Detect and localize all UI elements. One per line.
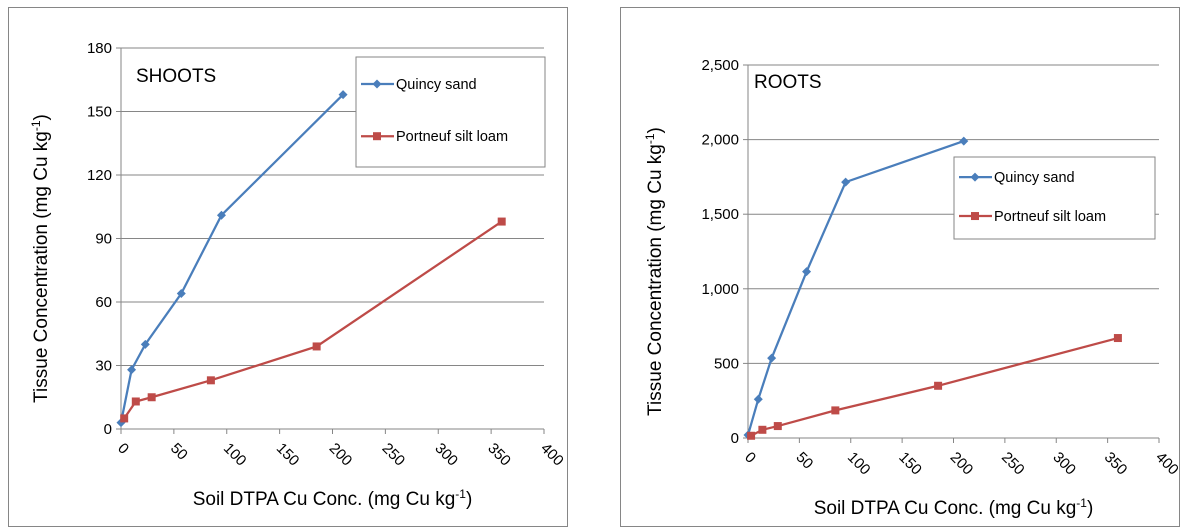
data-point-diamond <box>767 353 777 363</box>
legend-label: Portneuf silt loam <box>994 209 1106 225</box>
data-point-diamond <box>959 136 969 146</box>
x-tick-label: 350 <box>484 440 514 470</box>
series-line-portneuf-silt-loam <box>123 220 503 420</box>
x-axis-label: Soil DTPA Cu Conc. (mg Cu kg-1) <box>193 487 473 510</box>
x-tick-label: 300 <box>1049 449 1079 479</box>
data-point-square <box>312 342 321 351</box>
x-axis-label-main: Soil DTPA Cu Conc. (mg Cu kg <box>814 498 1077 519</box>
legend-marker-diamond <box>372 79 382 89</box>
x-tick-label: 350 <box>1101 449 1131 479</box>
y-tick-label: 120 <box>87 167 112 184</box>
data-point-square <box>206 376 215 385</box>
x-tick-label: 100 <box>220 440 250 470</box>
x-tick-label: 150 <box>273 440 303 470</box>
legend-label: Portneuf silt loam <box>396 129 508 145</box>
x-tick-label: 150 <box>895 449 925 479</box>
y-axis-label: Tissue Concentration (mg Cu kg-1) <box>29 114 52 403</box>
x-tick-label: 400 <box>1152 449 1181 479</box>
x-tick-label: 250 <box>998 449 1028 479</box>
chart-title: ROOTS <box>754 72 822 93</box>
series-line-quincy-sand <box>119 93 344 423</box>
data-point-square <box>497 217 506 226</box>
data-point-square <box>831 406 840 415</box>
x-tick-label: 250 <box>379 440 409 470</box>
data-point-diamond <box>176 289 186 299</box>
y-tick-label: 1,000 <box>701 281 739 298</box>
y-axis-label-tail: ) <box>31 114 52 120</box>
legend-box <box>953 156 1156 240</box>
y-axis-label-sup: -1 <box>643 133 657 144</box>
y-tick-label: 500 <box>714 355 739 372</box>
chart-title: SHOOTS <box>136 66 216 87</box>
x-axis-label-sup: -1 <box>1076 496 1087 510</box>
data-point-square <box>120 414 129 423</box>
y-axis-label-sup: -1 <box>29 120 43 131</box>
y-tick-label: 30 <box>95 358 112 375</box>
x-tick-label: 0 <box>114 440 132 458</box>
data-point-square <box>147 393 156 402</box>
x-axis-label-sup: -1 <box>455 487 466 501</box>
data-point-diamond <box>753 394 763 404</box>
data-point-square <box>1113 334 1122 343</box>
x-tick-label: 300 <box>431 440 461 470</box>
data-point-diamond <box>216 210 226 220</box>
data-point-diamond <box>802 267 812 277</box>
x-tick-label: 400 <box>537 440 567 470</box>
x-axis-label: Soil DTPA Cu Conc. (mg Cu kg-1) <box>814 496 1094 519</box>
data-point-square <box>934 381 943 390</box>
x-tick-label: 50 <box>167 440 191 464</box>
y-tick-label: 2,500 <box>701 57 739 74</box>
x-tick-label: 0 <box>741 449 759 467</box>
y-axis-label-main: Tissue Concentration (mg Cu kg <box>31 131 52 403</box>
data-point-diamond <box>841 177 851 187</box>
data-point-square <box>747 431 756 440</box>
x-tick-label: 100 <box>844 449 874 479</box>
legend-marker-square <box>971 212 979 221</box>
legend-marker-diamond <box>970 172 980 182</box>
legend-box <box>355 56 546 168</box>
series-line-quincy-sand <box>746 140 965 436</box>
legend-label: Quincy sand <box>994 170 1075 186</box>
x-axis-label-main: Soil DTPA Cu Conc. (mg Cu kg <box>193 489 456 510</box>
y-tick-label: 180 <box>87 40 112 57</box>
x-tick-label: 200 <box>326 440 356 470</box>
roots-chart-canvas: 0 500 1,000 1,500 2,000 2,500 0 50 100 150 200 250 3… <box>643 57 1181 519</box>
x-tick-label: 200 <box>947 449 977 479</box>
y-axis-label-main: Tissue Concentration (mg Cu kg <box>645 144 666 416</box>
x-tick-label: 50 <box>793 449 817 473</box>
y-tick-label: 90 <box>95 231 112 248</box>
data-point-square <box>758 425 767 434</box>
y-axis-label: Tissue Concentration (mg Cu kg-1) <box>643 127 666 416</box>
roots-chart: 0 500 1,000 1,500 2,000 2,500 0 50 100 150 200 250 3… <box>620 7 1181 527</box>
data-point-square <box>773 422 782 431</box>
shoots-chart-canvas: 0 30 60 90 120 150 180 0 50 100 150 200 250 300 350 400… <box>29 40 567 510</box>
x-axis-label-tail: ) <box>466 489 472 510</box>
legend-marker-square <box>373 132 381 141</box>
data-point-diamond <box>338 90 348 100</box>
data-point-diamond <box>140 339 150 349</box>
y-tick-label: 150 <box>87 104 112 121</box>
y-tick-label: 1,500 <box>701 206 739 223</box>
y-tick-label: 0 <box>731 430 739 447</box>
y-tick-label: 2,000 <box>701 132 739 149</box>
legend-label: Quincy sand <box>396 77 477 93</box>
y-tick-label: 0 <box>104 421 112 438</box>
y-axis-label-tail: ) <box>645 127 666 133</box>
y-tick-label: 60 <box>95 294 112 311</box>
data-point-diamond <box>127 365 137 375</box>
data-point-square <box>131 397 140 406</box>
shoots-chart: 0 30 60 90 120 150 180 0 50 100 150 200 250 300 350 400… <box>8 7 568 527</box>
x-axis-label-tail: ) <box>1087 498 1093 519</box>
